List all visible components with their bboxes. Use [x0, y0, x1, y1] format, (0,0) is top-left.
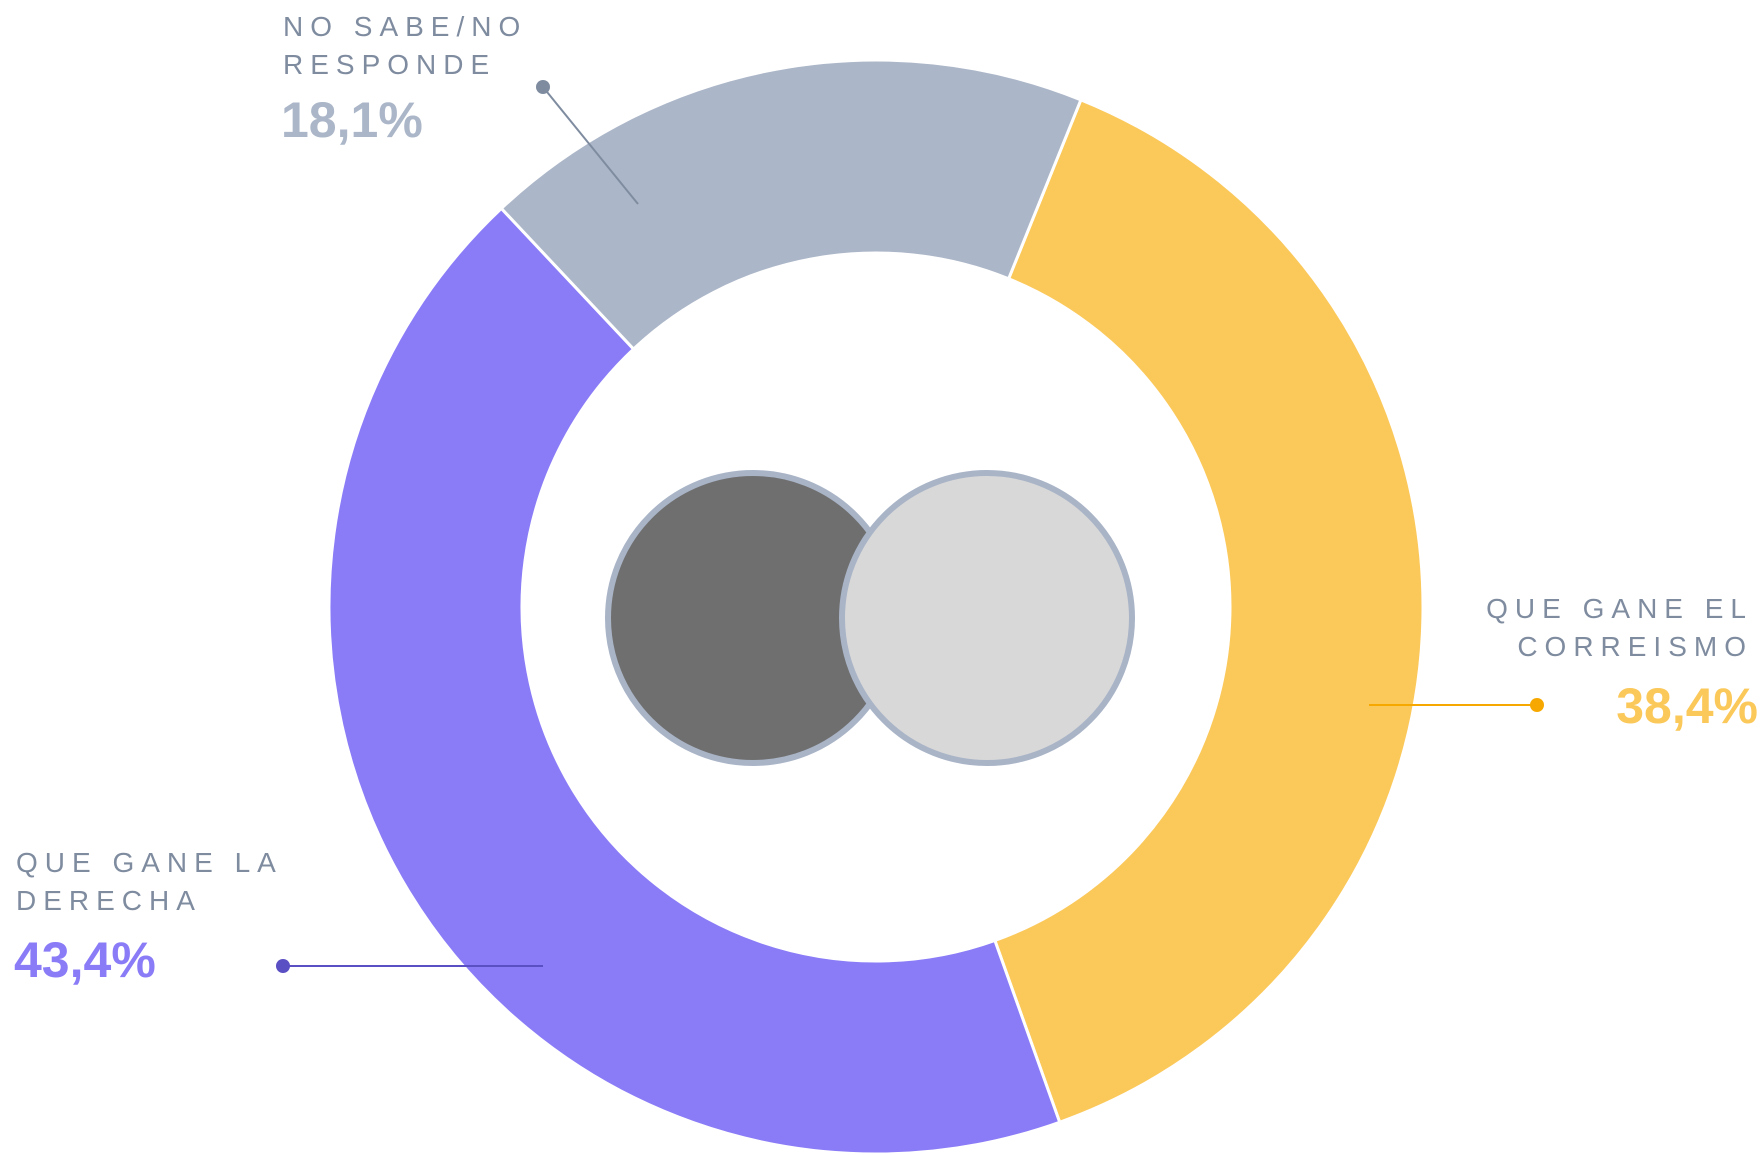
slice-label: QUE GANE LA DERECHA — [16, 844, 356, 920]
value-label: 18,1% — [281, 92, 423, 148]
page: {"chart_data": {"type": "donut", "catego… — [0, 0, 1762, 1155]
photos — [608, 473, 1132, 763]
photo-right — [842, 473, 1132, 763]
value-label: 38,4% — [1616, 678, 1758, 734]
leader-dot — [1530, 698, 1544, 712]
slice-label: QUE GANE EL CORREISMO — [1423, 590, 1753, 666]
leader-dot — [276, 959, 290, 973]
value-label: 43,4% — [14, 932, 156, 988]
slice-label: NO SABE/NO RESPONDE — [283, 8, 593, 84]
chart — [0, 0, 1762, 1155]
